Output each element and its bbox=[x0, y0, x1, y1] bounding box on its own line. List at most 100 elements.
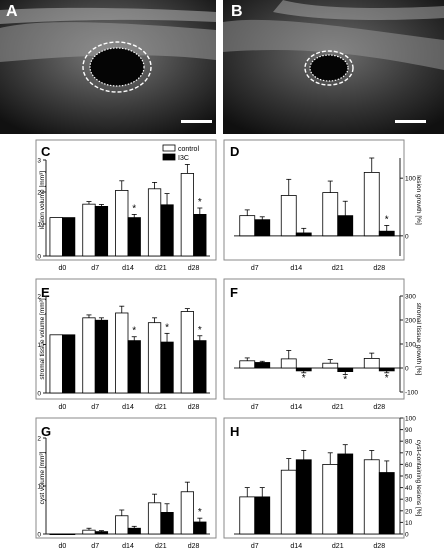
significance-marker: * bbox=[302, 373, 306, 384]
bar-i3c-d21 bbox=[337, 215, 354, 237]
panel-frame-g bbox=[35, 417, 217, 539]
bar-control-d28 bbox=[363, 172, 380, 237]
bar-i3c-d0 bbox=[62, 217, 76, 257]
x-tick-label: d14 bbox=[290, 404, 302, 411]
panel-letter-a: A bbox=[6, 3, 18, 20]
significance-marker: * bbox=[385, 373, 389, 384]
bar-control-d28 bbox=[363, 357, 380, 369]
bar-control-d28 bbox=[180, 311, 195, 394]
bar-i3c-d21 bbox=[337, 453, 354, 535]
x-tick-label: d14 bbox=[122, 265, 134, 272]
bar-control-d28 bbox=[180, 173, 195, 257]
panel-frame-e bbox=[35, 278, 217, 400]
bar-control-d7 bbox=[82, 203, 96, 257]
x-tick-label: d0 bbox=[59, 404, 67, 411]
x-tick-label: d21 bbox=[332, 404, 344, 411]
panel-frame-h bbox=[223, 417, 405, 539]
x-tick-label: d7 bbox=[91, 404, 99, 411]
bar-control-d21 bbox=[322, 362, 339, 369]
y-tick-label: 200 bbox=[405, 318, 416, 325]
scale-bar bbox=[181, 120, 212, 123]
y-tick-label: -100 bbox=[405, 390, 418, 397]
y-tick-label: 10 bbox=[405, 520, 413, 527]
y-tick-label: 100 bbox=[405, 176, 416, 183]
significance-marker: * bbox=[198, 197, 202, 208]
ultrasound-image-b: B bbox=[223, 0, 444, 134]
x-tick-label: d7 bbox=[91, 543, 99, 550]
significance-marker: * bbox=[198, 325, 202, 336]
scale-bar bbox=[395, 120, 426, 123]
y-axis-label: cyst-containing lesions [%] bbox=[415, 440, 422, 517]
y-tick-label: 0 bbox=[37, 532, 41, 539]
panel-letter-e: E bbox=[41, 285, 50, 300]
y-axis-label: stromal tissue volume [mm³] bbox=[39, 298, 46, 379]
bar-control-d0 bbox=[49, 533, 63, 536]
y-tick-label: 3 bbox=[37, 158, 41, 165]
x-tick-label: d28 bbox=[373, 265, 385, 272]
y-tick-label: 0 bbox=[405, 366, 409, 373]
x-tick-label: d21 bbox=[332, 265, 344, 272]
bar-control-d14 bbox=[115, 515, 129, 535]
y-tick-label: 100 bbox=[405, 342, 416, 349]
x-tick-label: d28 bbox=[373, 543, 385, 550]
bar-i3c-d7 bbox=[254, 362, 271, 369]
bar-i3c-d14 bbox=[127, 217, 141, 257]
lesion-outline-inner bbox=[309, 54, 349, 82]
bar-control-d0 bbox=[49, 334, 63, 394]
panel-frame-d bbox=[223, 139, 405, 261]
bar-i3c-d7 bbox=[254, 496, 271, 535]
x-tick-label: d14 bbox=[290, 265, 302, 272]
bar-control-d21 bbox=[322, 192, 339, 237]
bar-i3c-d7 bbox=[94, 319, 109, 394]
panel-letter-d: D bbox=[230, 144, 239, 159]
y-tick-label: 2 bbox=[37, 190, 41, 197]
x-tick-label: d21 bbox=[155, 265, 167, 272]
lesion-outline-outer bbox=[82, 41, 152, 93]
y-tick-label: 1 bbox=[37, 342, 41, 349]
bar-i3c-d0 bbox=[62, 533, 76, 536]
y-tick-label: 40 bbox=[405, 485, 413, 492]
y-tick-label: 100 bbox=[405, 416, 416, 423]
bar-i3c-d28 bbox=[193, 340, 207, 394]
bar-control-d21 bbox=[147, 502, 162, 535]
panel-letter-f: F bbox=[230, 285, 238, 300]
y-tick-label: 50 bbox=[405, 474, 413, 481]
bar-control-d28 bbox=[180, 491, 195, 535]
y-tick-label: 1 bbox=[37, 222, 41, 229]
bar-control-d7 bbox=[239, 215, 256, 237]
y-axis-label: stromal tissue growth [%] bbox=[415, 303, 422, 376]
x-tick-label: d7 bbox=[251, 265, 259, 272]
bar-control-d0 bbox=[49, 217, 63, 257]
x-tick-label: d14 bbox=[290, 543, 302, 550]
y-tick-label: 0 bbox=[405, 532, 409, 539]
x-tick-label: d21 bbox=[155, 543, 167, 550]
bar-control-d14 bbox=[115, 189, 129, 257]
x-tick-label: d0 bbox=[59, 265, 67, 272]
panel-letter-g: G bbox=[41, 424, 51, 439]
bar-i3c-d21 bbox=[337, 367, 354, 372]
y-tick-label: 2 bbox=[37, 294, 41, 301]
x-tick-label: d28 bbox=[188, 543, 200, 550]
x-tick-label: d28 bbox=[188, 404, 200, 411]
legend-label-control: control bbox=[178, 146, 199, 153]
bar-i3c-d14 bbox=[295, 367, 312, 372]
legend-label-i3c: I3C bbox=[178, 155, 189, 162]
bar-i3c-d28 bbox=[378, 472, 395, 535]
x-tick-label: d14 bbox=[122, 543, 134, 550]
bar-i3c-d28 bbox=[378, 230, 395, 237]
y-tick-label: 300 bbox=[405, 294, 416, 301]
panel-letter-c: C bbox=[41, 144, 51, 159]
significance-marker: * bbox=[198, 507, 202, 518]
x-tick-label: d14 bbox=[122, 404, 134, 411]
x-tick-label: d7 bbox=[251, 404, 259, 411]
bar-control-d21 bbox=[147, 322, 162, 394]
bar-i3c-d21 bbox=[160, 341, 174, 394]
bar-control-d7 bbox=[82, 529, 96, 535]
x-tick-label: d0 bbox=[59, 543, 67, 550]
bar-i3c-d28 bbox=[193, 521, 207, 535]
bar-control-d21 bbox=[147, 188, 162, 257]
y-tick-label: 0 bbox=[405, 233, 409, 240]
legend-swatch-control bbox=[162, 144, 176, 152]
bar-i3c-d28 bbox=[193, 213, 207, 257]
